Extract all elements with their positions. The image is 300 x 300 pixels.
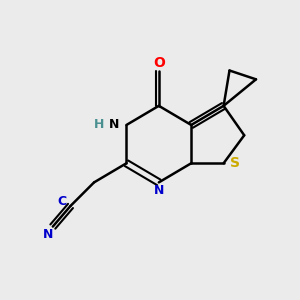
- Text: C: C: [58, 195, 67, 208]
- Text: N: N: [43, 228, 54, 241]
- Text: N: N: [109, 118, 119, 131]
- Text: N: N: [154, 184, 164, 197]
- Text: O: O: [153, 56, 165, 70]
- Text: H: H: [94, 118, 104, 131]
- Text: S: S: [230, 156, 240, 170]
